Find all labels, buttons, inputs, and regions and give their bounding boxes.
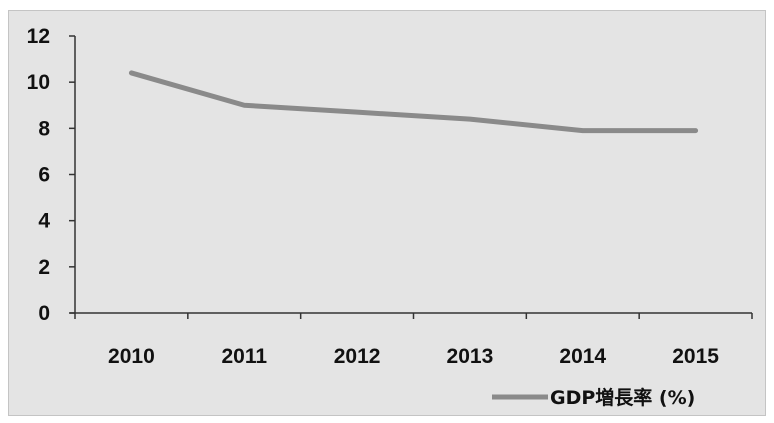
y-tick-label: 2 bbox=[38, 256, 50, 279]
legend-label: GDP増長率 (%) bbox=[550, 386, 695, 409]
x-tick-label: 2015 bbox=[672, 345, 719, 368]
chart-area bbox=[8, 10, 766, 416]
y-tick-label: 6 bbox=[38, 164, 50, 187]
x-tick-label: 2013 bbox=[447, 345, 494, 368]
y-tick-label: 8 bbox=[38, 117, 50, 140]
series-line bbox=[128, 70, 699, 134]
x-tick-label: 2011 bbox=[221, 345, 267, 368]
x-tick-label: 2010 bbox=[108, 345, 155, 368]
y-tick-label: 0 bbox=[38, 302, 50, 325]
x-tick-label: 2014 bbox=[559, 345, 606, 368]
x-tick-label: 2012 bbox=[334, 345, 381, 368]
y-tick-label: 4 bbox=[38, 210, 50, 233]
y-tick-label: 12 bbox=[27, 25, 50, 48]
y-tick-label: 10 bbox=[27, 71, 50, 94]
